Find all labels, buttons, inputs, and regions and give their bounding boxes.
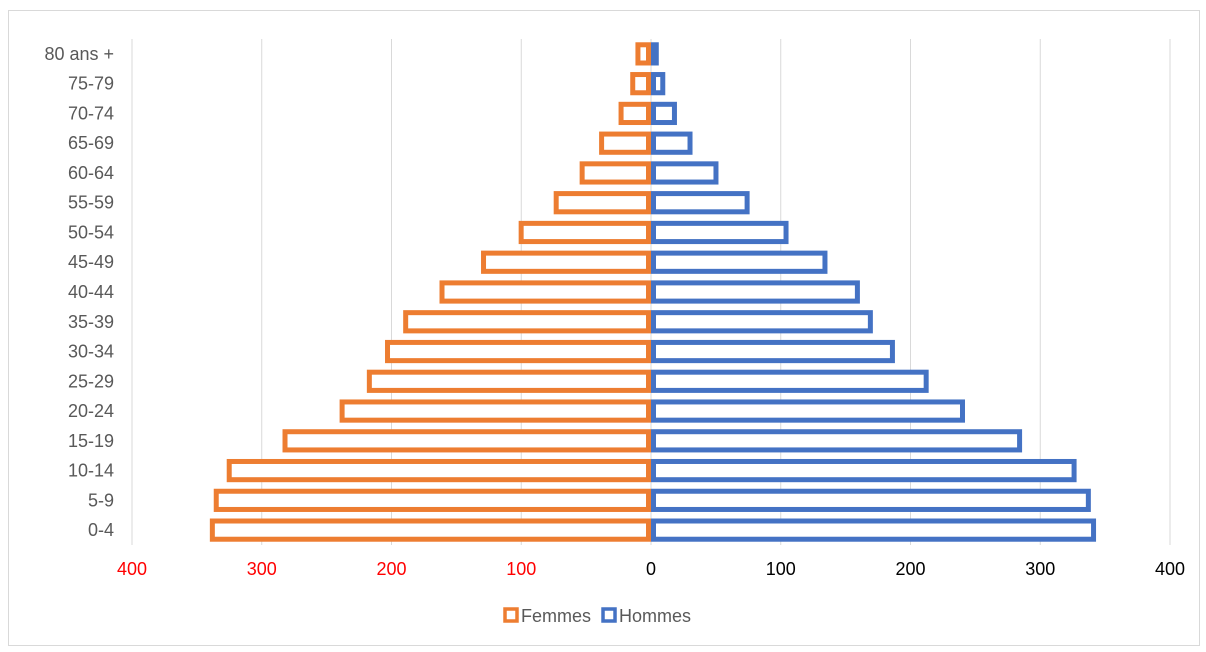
bar-femmes <box>553 191 651 215</box>
bar-femmes <box>366 369 651 393</box>
bar-hommes <box>651 488 1091 512</box>
category-label: 15-19 <box>68 431 114 451</box>
category-label: 30-34 <box>68 342 114 362</box>
bar-hommes <box>651 161 719 185</box>
bar-hommes <box>651 518 1097 542</box>
x-tick-label: 100 <box>506 559 536 579</box>
category-label: 70-74 <box>68 103 114 123</box>
x-tick-label: 100 <box>766 559 796 579</box>
category-labels: 0-4 5-9 10-14 15-19 20-24 25-29 30-34 35-39 40-4… <box>44 44 114 540</box>
category-label: 20-24 <box>68 401 114 421</box>
bar-hommes <box>651 458 1077 483</box>
bar-hommes <box>651 191 750 215</box>
legend: Femmes Hommes <box>503 606 691 626</box>
bar-hommes <box>651 220 789 245</box>
category-label: 65-69 <box>68 133 114 153</box>
bar-hommes <box>651 131 693 155</box>
bar-femmes <box>209 518 651 542</box>
category-label: 75-79 <box>68 74 114 94</box>
bar-femmes <box>213 488 651 512</box>
category-label: 10-14 <box>68 461 114 481</box>
bar-femmes <box>439 280 651 304</box>
category-label: 25-29 <box>68 371 114 391</box>
category-label: 60-64 <box>68 163 114 183</box>
x-tick-label: 400 <box>117 559 147 579</box>
category-label: 50-54 <box>68 222 114 242</box>
bar-femmes <box>599 131 651 155</box>
bar-hommes <box>651 339 895 364</box>
category-label: 40-44 <box>68 282 114 302</box>
bar-hommes <box>651 101 677 126</box>
x-tick-label: 200 <box>895 559 925 579</box>
bar-femmes <box>226 458 651 483</box>
legend-swatch-femmes <box>503 607 519 623</box>
x-tick-label: 300 <box>247 559 277 579</box>
bar-hommes <box>651 280 860 304</box>
category-label: 45-49 <box>68 252 114 272</box>
bar-femmes <box>635 42 651 66</box>
x-tick-label: 400 <box>1155 559 1185 579</box>
bar-femmes <box>630 72 651 96</box>
bar-hommes <box>651 72 666 96</box>
bar-femmes <box>579 161 652 185</box>
category-label: 35-39 <box>68 312 114 332</box>
bar-hommes <box>651 310 873 334</box>
legend-label-hommes: Hommes <box>619 606 691 626</box>
legend-label-femmes: Femmes <box>521 606 591 626</box>
bar-hommes <box>651 42 659 66</box>
bar-femmes <box>518 220 652 245</box>
bar-hommes <box>651 399 965 423</box>
category-label: 55-59 <box>68 193 114 213</box>
x-tick-labels: 400 300 200 100 0 100 200 300 400 <box>117 559 1185 579</box>
bar-hommes <box>651 250 828 274</box>
bar-femmes <box>618 101 651 126</box>
category-label: 5-9 <box>88 490 114 510</box>
bar-hommes <box>651 429 1023 453</box>
bar-femmes <box>282 429 651 453</box>
bars <box>209 42 1097 542</box>
legend-swatch-hommes <box>601 607 617 623</box>
population-pyramid-chart: 0-4 5-9 10-14 15-19 20-24 25-29 30-34 35-39 40-4… <box>44 39 1185 626</box>
bar-hommes <box>651 369 929 393</box>
bar-femmes <box>403 310 651 334</box>
category-label: 80 ans + <box>44 44 114 64</box>
x-tick-label: 0 <box>646 559 656 579</box>
bar-femmes <box>481 250 651 274</box>
x-tick-label: 300 <box>1025 559 1055 579</box>
bar-femmes <box>385 339 651 364</box>
chart-frame: 0-4 5-9 10-14 15-19 20-24 25-29 30-34 35-39 40-4… <box>8 10 1200 646</box>
category-label: 0-4 <box>88 520 114 540</box>
x-tick-label: 200 <box>376 559 406 579</box>
bar-femmes <box>339 399 651 423</box>
